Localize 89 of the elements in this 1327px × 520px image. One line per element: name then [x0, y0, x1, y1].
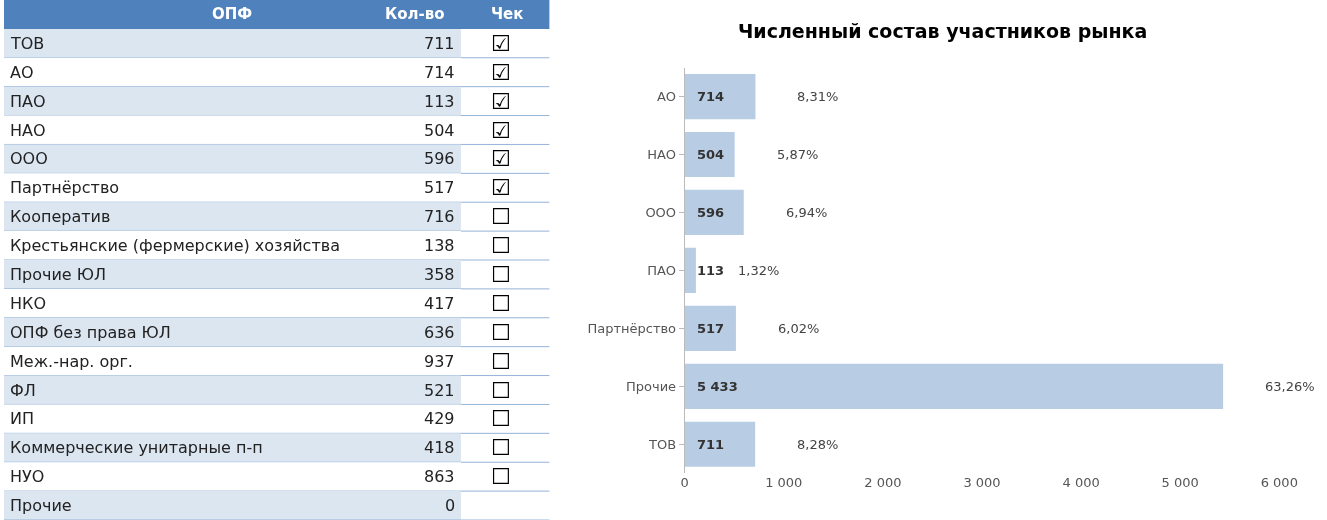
annotation: 6,94%	[786, 205, 828, 220]
data-label: 504	[697, 147, 725, 162]
data-label: 0	[445, 496, 456, 515]
category-label: ПАО	[10, 92, 46, 111]
category-label: Крестьянские (фермерские) хозяйства	[10, 236, 340, 255]
data-label: 636	[424, 323, 455, 342]
category-label: НКО	[10, 294, 46, 313]
data-label: 596	[697, 205, 725, 220]
data-label: ☐	[491, 233, 511, 258]
category-label: Прочие	[10, 496, 72, 515]
category-label: ТОВ	[10, 34, 45, 53]
category-label: АО	[10, 63, 34, 82]
data-label: ☑	[491, 146, 511, 171]
x-tick-label: 2 000	[864, 475, 902, 491]
data-label: 711	[697, 437, 725, 452]
category-label: Коммерческие унитарные п-п	[10, 438, 263, 457]
y-tick-label: Партнёрство	[587, 320, 677, 336]
data-label: ☐	[491, 378, 511, 403]
data-label: 429	[424, 409, 455, 428]
data-label: 714	[697, 89, 725, 104]
annotation: 5,87%	[777, 147, 819, 162]
y-tick-label: НАО	[647, 147, 677, 163]
data-label: 863	[424, 467, 455, 486]
x-tick-label: 3 000	[963, 475, 1001, 491]
annotation: 1,32%	[738, 263, 780, 278]
x-tick-label: 0	[680, 475, 689, 491]
annotation: 6,02%	[778, 321, 820, 336]
category-label: Прочие ЮЛ	[10, 265, 107, 284]
data-label: 521	[424, 381, 455, 400]
data-label: ☑	[491, 31, 511, 56]
data-label: ☐	[491, 435, 511, 460]
x-tick-label: 1 000	[765, 475, 803, 491]
bar	[684, 305, 736, 351]
bar	[684, 421, 756, 467]
text: Чек	[491, 5, 524, 23]
annotation: 8,28%	[797, 437, 839, 452]
y-tick-label: ПАО	[647, 262, 677, 278]
category-label: НАО	[10, 121, 46, 140]
data-label: 504	[424, 121, 455, 140]
data-label: 714	[424, 63, 455, 82]
data-label: 716	[424, 207, 455, 226]
data-label: ☐	[491, 262, 511, 287]
data-label: ☑	[491, 60, 511, 85]
category-label: Кооператив	[10, 207, 111, 226]
x-tick-label: 5 000	[1161, 475, 1199, 491]
bar	[684, 73, 756, 120]
data-label: ☑	[491, 175, 511, 200]
data-label: ☐	[491, 291, 511, 316]
data-label: ☐	[491, 406, 511, 431]
category-label: ООО	[10, 149, 48, 168]
data-label: 138	[424, 236, 455, 255]
data-label: 417	[424, 294, 455, 313]
data-label: ☑	[491, 89, 511, 114]
x-tick-label: 4 000	[1062, 475, 1100, 491]
bar	[684, 189, 744, 236]
category-label: НУО	[10, 467, 45, 486]
bar	[684, 247, 696, 293]
category-label: ИП	[10, 409, 34, 428]
data-label: 418	[424, 438, 455, 457]
text: ОПФ	[212, 5, 253, 23]
data-label: 517	[697, 321, 725, 336]
series-label: Кол-во	[385, 5, 445, 23]
data-label: ☐	[491, 464, 511, 489]
data-label: 937	[424, 352, 455, 371]
data-label: ☑	[491, 118, 511, 143]
data-label: 596	[424, 149, 455, 168]
data-label: 113	[424, 92, 455, 111]
annotation: 8,31%	[797, 89, 839, 104]
category-label: ОПФ без права ЮЛ	[10, 323, 171, 342]
data-label: 5 433	[697, 379, 738, 394]
data-label: 517	[424, 178, 455, 197]
category-label: ФЛ	[10, 381, 36, 400]
category-label: Меж.-нар. орг.	[10, 352, 133, 371]
annotation: 63,26%	[1265, 379, 1315, 394]
data-label: ☐	[491, 204, 511, 229]
bar	[684, 363, 1224, 409]
y-tick-label: ООО	[645, 205, 677, 221]
chart-title: Численный состав участников рынка	[738, 20, 1148, 42]
y-tick-label: ТОВ	[647, 436, 677, 452]
y-tick-label: Прочие	[625, 378, 677, 394]
category-label: Партнёрство	[10, 178, 120, 197]
data-label: ☐	[491, 320, 511, 345]
data-label: ☐	[491, 349, 511, 374]
y-tick-label: АО	[656, 89, 677, 105]
data-label: 113	[697, 263, 725, 278]
bar	[684, 131, 735, 178]
data-label: 711	[424, 34, 455, 53]
data-label: 358	[424, 265, 455, 284]
x-tick-label: 6 000	[1260, 475, 1298, 491]
